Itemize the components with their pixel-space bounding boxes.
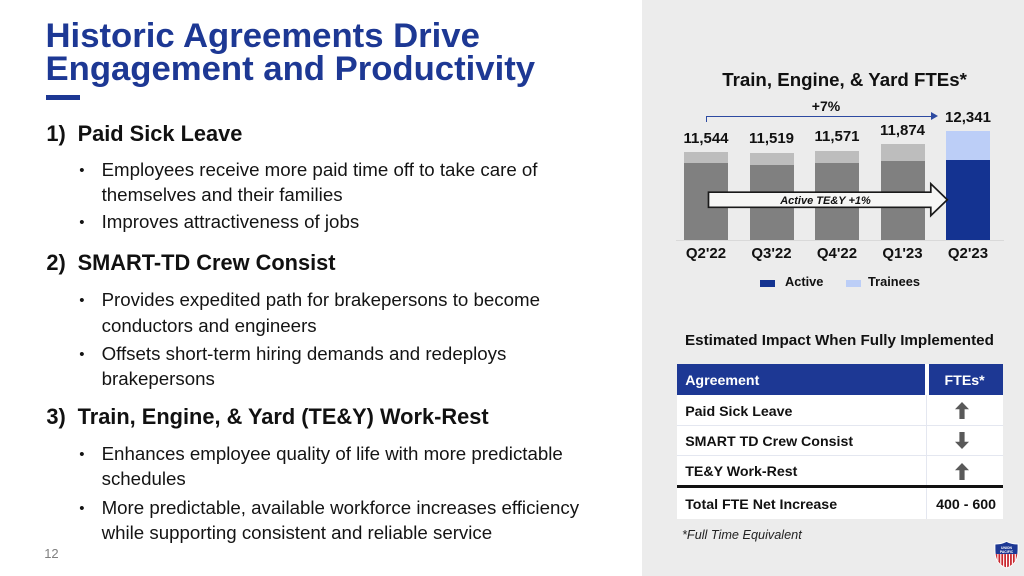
- svg-text:PACIFIC: PACIFIC: [999, 550, 1013, 554]
- svg-text:UNION: UNION: [1001, 546, 1012, 550]
